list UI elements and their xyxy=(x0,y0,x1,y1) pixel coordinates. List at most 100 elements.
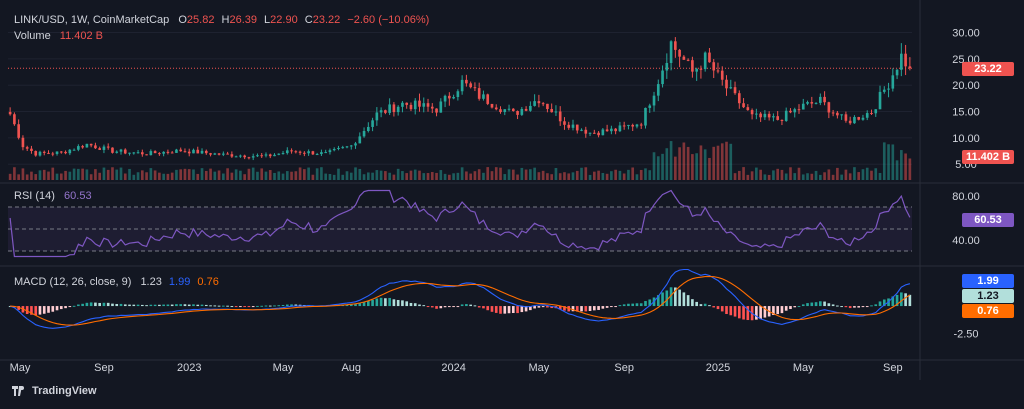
macd-histogram-bar xyxy=(656,295,660,307)
candle-body xyxy=(767,113,771,118)
volume-bar xyxy=(648,170,652,180)
volume-bar xyxy=(140,170,144,180)
candle-body xyxy=(115,151,119,153)
candle-body xyxy=(64,151,67,154)
volume-bar xyxy=(324,173,328,180)
time-tick-label: Sep xyxy=(883,362,903,374)
volume-bar xyxy=(827,169,831,180)
volume-bar xyxy=(111,167,114,180)
candle-body xyxy=(571,124,575,128)
macd-histogram-bar xyxy=(98,302,102,307)
macd-histogram-bar xyxy=(354,304,357,307)
macd-histogram-bar xyxy=(720,306,724,312)
candle-body xyxy=(848,120,852,124)
macd-histogram-bar xyxy=(166,304,170,307)
tradingview-brand: TradingView xyxy=(32,385,97,397)
volume-bar xyxy=(691,154,694,180)
volume-bar xyxy=(392,174,396,180)
volume-bar xyxy=(857,172,861,180)
candle-body xyxy=(618,125,622,132)
candle-body xyxy=(904,53,907,67)
volume-bar xyxy=(72,168,76,180)
candle-body xyxy=(656,84,660,96)
volume-bar xyxy=(290,171,293,180)
candle-body xyxy=(614,128,617,132)
tradingview-logo[interactable]: TradingView xyxy=(12,385,97,397)
macd-histogram-bar xyxy=(115,303,119,307)
macd-histogram-bar xyxy=(384,298,387,307)
volume-bar xyxy=(665,148,669,180)
volume-bar xyxy=(537,172,541,180)
volume-bar xyxy=(413,169,417,180)
volume-bar xyxy=(247,168,251,180)
macd-histogram-bar xyxy=(529,306,532,311)
volume-bar xyxy=(81,168,84,180)
candle-body xyxy=(733,87,737,94)
macd-hist-value: 1.23 xyxy=(140,276,162,288)
candle-body xyxy=(311,151,315,155)
volume-bar xyxy=(853,167,856,180)
candle-body xyxy=(140,152,144,155)
macd-histogram-bar xyxy=(853,306,856,308)
macd-histogram-bar xyxy=(162,304,165,307)
symbol-legend[interactable]: LINK/USD, 1W, CoinMarketCap O25.82 H26.3… xyxy=(14,14,429,27)
macd-histogram-bar xyxy=(192,304,195,307)
candle-body xyxy=(601,129,605,136)
macd-histogram-bar xyxy=(460,304,464,307)
macd-histogram-bar xyxy=(136,304,140,307)
time-tick-label: 2025 xyxy=(706,362,730,374)
volume-bar xyxy=(21,168,25,180)
volume-label: Volume xyxy=(14,30,51,42)
candle-body xyxy=(874,109,878,114)
volume-bar xyxy=(831,174,835,180)
macd-histogram-bar xyxy=(801,304,805,307)
candle-body xyxy=(132,152,136,154)
volume-bar xyxy=(47,171,50,180)
volume-bar xyxy=(34,174,38,180)
candle-body xyxy=(234,156,238,158)
candle-body xyxy=(737,93,741,104)
time-tick-label: Aug xyxy=(341,362,361,374)
candle-body xyxy=(388,104,391,113)
rsi-legend[interactable]: RSI (14) 60.53 xyxy=(14,190,92,203)
candle-body xyxy=(162,151,165,154)
candle-body xyxy=(486,94,490,104)
macd-histogram-bar xyxy=(379,297,383,307)
price-tick-label: 10.00 xyxy=(952,133,980,145)
macd-histogram-bar xyxy=(106,302,110,307)
volume-bar xyxy=(695,153,698,180)
candle-body xyxy=(145,154,148,156)
macd-histogram-bar xyxy=(30,306,33,315)
candle-body xyxy=(119,149,123,152)
macd-histogram-bar xyxy=(597,306,600,310)
time-axis: May Sep 2023 May Aug 2024 May Sep 2025 May Sep xyxy=(10,362,903,374)
macd-histogram-bar xyxy=(281,304,285,307)
volume-bar xyxy=(158,172,161,180)
macd-histogram-bar xyxy=(580,306,583,312)
candle-body xyxy=(746,107,750,111)
macd-histogram-bar xyxy=(140,304,144,307)
candle-body xyxy=(797,109,801,111)
volume-bar xyxy=(750,171,754,180)
macd-histogram-bar xyxy=(422,305,426,307)
candle-body xyxy=(371,120,374,127)
macd-histogram-bar xyxy=(349,304,353,307)
volume-bar xyxy=(469,173,472,180)
macd-histogram-bar xyxy=(17,306,20,310)
volume-bar xyxy=(900,150,903,180)
macd-legend[interactable]: MACD (12, 26, close, 9) 1.23 1.99 0.76 xyxy=(14,276,219,289)
macd-histogram-bar xyxy=(614,306,617,308)
candle-body xyxy=(567,124,571,128)
volume-bar xyxy=(119,167,123,180)
volume-bar xyxy=(405,173,409,180)
macd-histogram-bar xyxy=(396,299,400,307)
volume-bar xyxy=(341,174,345,180)
macd-histogram-bar xyxy=(426,306,430,308)
volume-bar xyxy=(332,174,336,180)
macd-signal-tag: 0.76 xyxy=(962,304,1014,318)
volume-bar xyxy=(861,169,865,180)
volume-legend[interactable]: Volume 11.402 B xyxy=(14,30,103,43)
time-tick-label: May xyxy=(793,362,814,374)
macd-histogram-bar xyxy=(537,306,541,308)
candle-body xyxy=(801,103,805,110)
